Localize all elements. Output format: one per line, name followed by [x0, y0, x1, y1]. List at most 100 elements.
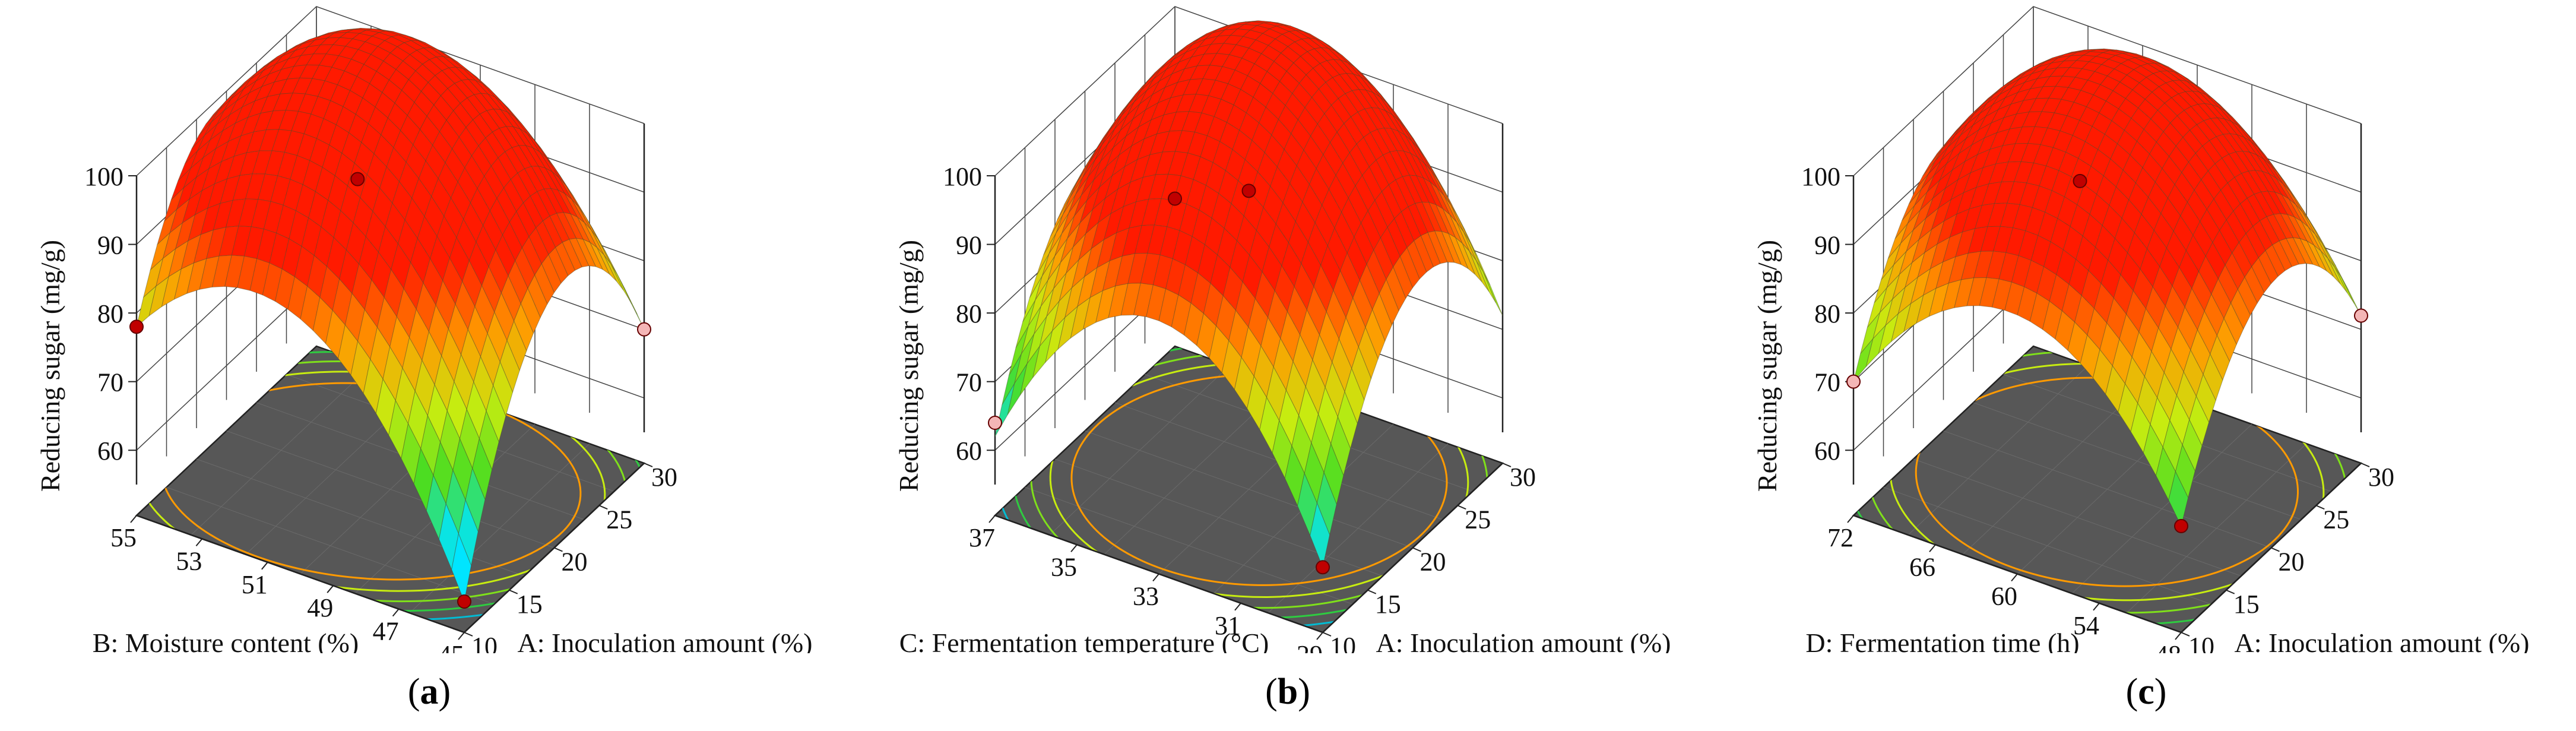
surface-patch	[1098, 188, 1119, 224]
x-axis: 10 15 20 25 30 A: Inoculation amount (%)	[1322, 463, 1671, 653]
surface-patch	[2320, 251, 2341, 284]
z-tick-label: 100	[84, 162, 123, 191]
surface-patch	[1190, 65, 1211, 80]
x-tick	[1322, 632, 1332, 637]
y-tick-label: 60	[1991, 582, 2017, 611]
x-tick-label: 25	[606, 505, 632, 534]
surface-patch	[2327, 258, 2348, 293]
surface-patch	[1172, 230, 1193, 265]
surface-patch	[1168, 151, 1189, 176]
surface-patch	[287, 276, 308, 320]
panel-label-close: )	[1298, 672, 1310, 712]
surface-patch	[423, 258, 443, 306]
x-tick-label: 20	[562, 548, 588, 577]
surface-patch	[2021, 111, 2042, 128]
surface-patch	[401, 423, 422, 485]
contour-line	[1070, 374, 1448, 586]
surface-patch	[1216, 43, 1237, 55]
z-tick-label: 60	[956, 436, 982, 466]
design-point	[129, 319, 144, 334]
x-tick	[1367, 589, 1377, 594]
surface-patch	[264, 150, 285, 176]
surface-patch	[183, 156, 204, 189]
surface-patch	[224, 255, 245, 288]
surface-patch	[2049, 274, 2070, 312]
surface-patch	[2038, 57, 2058, 68]
surface-patch	[291, 110, 312, 134]
surface-patch	[1865, 324, 1887, 368]
surface-patch	[1247, 375, 1268, 431]
x-tick-label: 10	[1330, 632, 1356, 653]
surface-patch	[2004, 81, 2026, 99]
design-point	[2174, 518, 2188, 533]
surface-patch	[2130, 402, 2151, 454]
x-tick	[644, 463, 653, 467]
surface-patch	[479, 410, 499, 471]
surface-patch	[2092, 349, 2113, 395]
surface-patch	[283, 179, 303, 211]
surface-patch	[1219, 22, 1239, 29]
panel-letter: a	[420, 672, 439, 712]
surface-patch	[1184, 53, 1205, 69]
surface-patch	[2065, 49, 2085, 55]
axis-edge	[136, 514, 465, 634]
surface-patch	[597, 247, 617, 281]
surface-patch	[2017, 286, 2038, 322]
x-tick	[2315, 505, 2325, 510]
surface-patch	[603, 254, 624, 290]
z-axis-label: Reducing sugar (mg/g)	[35, 240, 65, 492]
x-tick-label: 15	[517, 590, 543, 619]
z-tick-label: 100	[1801, 162, 1840, 191]
y-tick	[130, 515, 137, 523]
surface-patch	[1929, 236, 1951, 270]
surface-patch	[1146, 69, 1167, 91]
grid-line	[1853, 6, 2362, 176]
y-tick-label: 55	[110, 523, 137, 552]
surface-patch	[1272, 419, 1292, 479]
y-tick-label: 53	[176, 546, 202, 575]
surface-patch	[1185, 39, 1206, 53]
surface-patch	[315, 166, 335, 201]
surface-patch	[237, 255, 258, 291]
panel-label-open: (	[407, 672, 420, 712]
surface-patch	[2156, 446, 2176, 501]
z-tick-label: 70	[956, 368, 982, 397]
surface-patch	[142, 257, 164, 299]
surface-patch	[439, 502, 459, 571]
grid-line	[136, 6, 645, 176]
surface-patch	[2286, 237, 2306, 265]
y-axis-label: C: Fermentation temperature (°C)	[899, 628, 1269, 653]
chart-panel-a: 60 70 80 90 100 Reducing sugar (mg/g) 10 15 20 25…	[0, 0, 858, 731]
design-point	[988, 416, 1002, 430]
surface-patch	[1151, 97, 1171, 121]
x-tick	[1502, 463, 1512, 467]
x-tick	[2181, 632, 2190, 637]
surface-patch	[2026, 162, 2047, 186]
surface-patch	[1231, 21, 1251, 26]
y-tick	[327, 585, 334, 593]
surface-patch	[465, 119, 486, 147]
response-surface	[994, 20, 1503, 568]
panel-label-close: )	[438, 672, 451, 712]
surface-patch	[305, 78, 325, 97]
surface-patch	[1324, 105, 1345, 133]
y-tick-label: 37	[969, 523, 995, 552]
surface-patch	[287, 46, 309, 60]
surface-patch	[1276, 148, 1297, 184]
surface-patch	[161, 268, 182, 308]
y-tick-label: 66	[1909, 552, 1935, 581]
surface-patch	[1943, 192, 1965, 222]
x-tick-label: 20	[1420, 548, 1446, 577]
x-tick	[509, 589, 518, 594]
z-axis-label: Reducing sugar (mg/g)	[893, 240, 924, 492]
x-tick-label: 10	[2188, 632, 2214, 653]
surface-patch	[284, 130, 305, 156]
surface-patch	[2043, 60, 2065, 71]
z-axis: 60 70 80 90 100 Reducing sugar (mg/g)	[35, 162, 137, 492]
y-tick-label: 51	[242, 570, 268, 599]
surface-patch	[1149, 131, 1170, 156]
surface-patch	[2143, 423, 2163, 477]
surface-patch	[2013, 161, 2035, 183]
z-tick-label: 80	[956, 299, 982, 328]
design-points	[988, 183, 1330, 575]
